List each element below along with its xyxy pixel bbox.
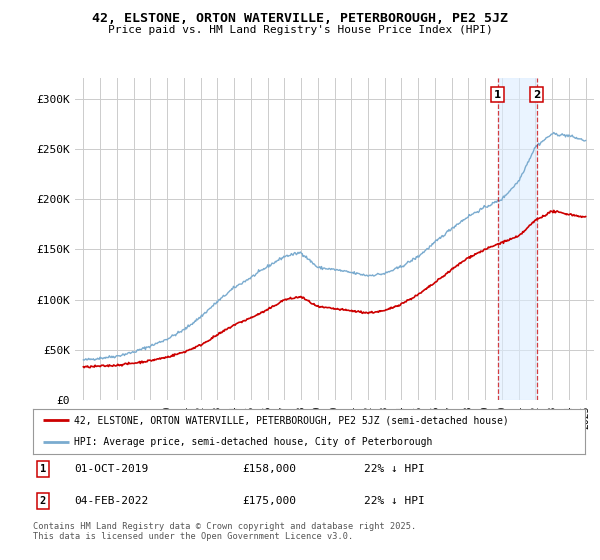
Text: £158,000: £158,000: [243, 464, 297, 474]
Text: HPI: Average price, semi-detached house, City of Peterborough: HPI: Average price, semi-detached house,…: [74, 437, 433, 447]
Text: £175,000: £175,000: [243, 496, 297, 506]
Text: 22% ↓ HPI: 22% ↓ HPI: [364, 496, 425, 506]
Text: Contains HM Land Registry data © Crown copyright and database right 2025.
This d: Contains HM Land Registry data © Crown c…: [33, 522, 416, 542]
Text: 42, ELSTONE, ORTON WATERVILLE, PETERBOROUGH, PE2 5JZ: 42, ELSTONE, ORTON WATERVILLE, PETERBORO…: [92, 12, 508, 25]
Text: 2: 2: [40, 496, 46, 506]
Text: 1: 1: [494, 90, 502, 100]
Text: 04-FEB-2022: 04-FEB-2022: [74, 496, 149, 506]
Text: 01-OCT-2019: 01-OCT-2019: [74, 464, 149, 474]
Text: 22% ↓ HPI: 22% ↓ HPI: [364, 464, 425, 474]
Text: 42, ELSTONE, ORTON WATERVILLE, PETERBOROUGH, PE2 5JZ (semi-detached house): 42, ELSTONE, ORTON WATERVILLE, PETERBORO…: [74, 416, 509, 426]
Text: Price paid vs. HM Land Registry's House Price Index (HPI): Price paid vs. HM Land Registry's House …: [107, 25, 493, 35]
Bar: [498, 78, 537, 400]
Text: 1: 1: [40, 464, 46, 474]
Text: 2: 2: [533, 90, 541, 100]
